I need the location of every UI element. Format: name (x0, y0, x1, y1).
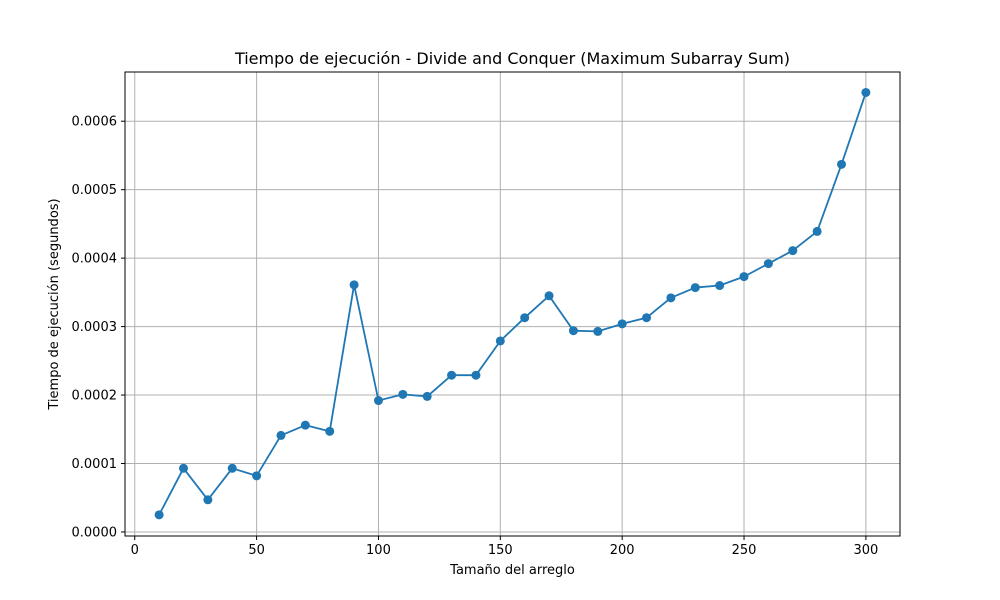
y-tick-label: 0.0006 (72, 115, 118, 130)
ticks: 0 50 100 150 200 250 300 0.0000 0.0001 0.0002 0.00… (72, 115, 879, 558)
data-point (593, 326, 603, 336)
x-tick-label: 200 (610, 543, 635, 558)
x-tick-label: 100 (366, 543, 391, 558)
data-point (276, 430, 286, 440)
data-point (739, 272, 749, 282)
y-tick-label: 0.0003 (72, 320, 118, 335)
data-point (398, 389, 408, 399)
x-tick-label: 150 (488, 543, 513, 558)
data-point (861, 87, 871, 97)
y-axis-label: Tiempo de ejecución (segundos) (47, 198, 62, 410)
data-point (495, 336, 505, 346)
x-tick-label: 300 (853, 543, 878, 558)
y-tick-label: 0.0002 (72, 389, 118, 404)
data-point (373, 396, 383, 406)
x-tick-label: 50 (248, 543, 265, 558)
series-layer (154, 87, 871, 520)
data-point (788, 246, 798, 256)
y-tick-label: 0.0000 (72, 525, 118, 540)
y-tick-label: 0.0001 (72, 457, 118, 472)
data-point (325, 426, 335, 436)
data-point (300, 420, 310, 430)
data-point (617, 319, 627, 329)
data-point (715, 281, 725, 291)
data-point (422, 391, 432, 401)
data-point (178, 463, 188, 473)
data-point (666, 293, 676, 303)
y-tick-label: 0.0004 (72, 252, 118, 267)
data-point (568, 326, 578, 336)
data-point (252, 471, 262, 481)
data-point (227, 463, 237, 473)
data-point (544, 291, 554, 301)
data-point (763, 259, 773, 269)
data-point (471, 370, 481, 380)
data-point (203, 495, 213, 505)
data-point (812, 226, 822, 236)
x-tick-label: 0 (131, 543, 139, 558)
data-point (349, 280, 359, 290)
x-axis-label: Tamaño del arreglo (449, 563, 575, 578)
data-point (447, 370, 457, 380)
data-point (690, 283, 700, 293)
data-point (154, 510, 164, 520)
y-tick-label: 0.0005 (72, 183, 118, 198)
series-line (158, 92, 867, 516)
x-tick-label: 250 (732, 543, 757, 558)
grid (125, 72, 900, 536)
data-point (837, 159, 847, 169)
plot-frame (124, 71, 901, 537)
data-point (642, 313, 652, 323)
data-point (520, 313, 530, 323)
chart-title: Tiempo de ejecución - Divide and Conquer… (234, 49, 790, 68)
